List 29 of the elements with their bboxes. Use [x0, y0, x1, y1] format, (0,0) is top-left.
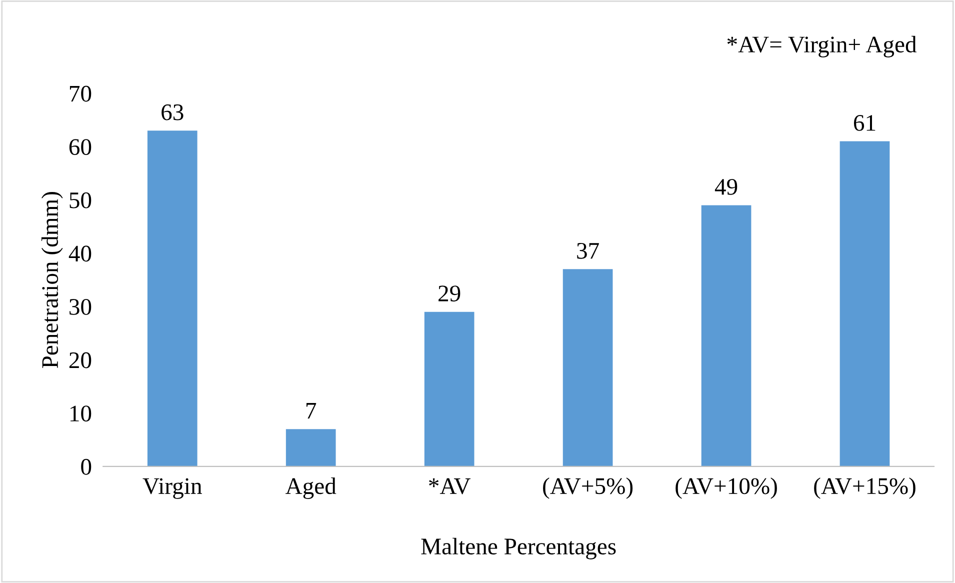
x-tick-label: (AV+10%)	[676, 478, 777, 499]
x-tick-label: (AV+5%)	[543, 478, 633, 499]
bar	[147, 130, 198, 466]
data-label: 63	[162, 104, 184, 120]
y-tick-label: 60	[69, 139, 92, 156]
data-label: 61	[854, 115, 876, 131]
bar	[424, 312, 474, 466]
data-label: 7	[306, 403, 316, 419]
bar	[701, 205, 752, 466]
y-tick-label: 20	[69, 352, 92, 368]
x-tick-label: *AV	[429, 478, 470, 494]
y-tick-label: 40	[68, 246, 92, 262]
text: *AV= Virgin+ Aged	[727, 36, 917, 58]
x-axis-title: Maltene Percentages	[421, 538, 616, 560]
y-tick-label: 30	[70, 298, 92, 315]
y-tick-label: 10	[70, 406, 92, 422]
y-tick-label: 70	[70, 86, 92, 102]
data-label: 29	[438, 286, 460, 302]
bar	[562, 269, 613, 466]
bar	[286, 429, 336, 466]
x-tick-label: Aged	[286, 478, 336, 499]
data-label: 49	[714, 178, 738, 195]
x-tick-label: Virgin	[142, 478, 202, 499]
x-tick-label: (AV+15%)	[814, 478, 916, 499]
y-tick-label: 50	[70, 192, 92, 208]
y-axis-title: Penetration (dmm)	[41, 192, 63, 368]
data-label: 37	[577, 242, 599, 259]
bar	[840, 141, 890, 466]
y-tick-label: 0	[81, 458, 92, 475]
